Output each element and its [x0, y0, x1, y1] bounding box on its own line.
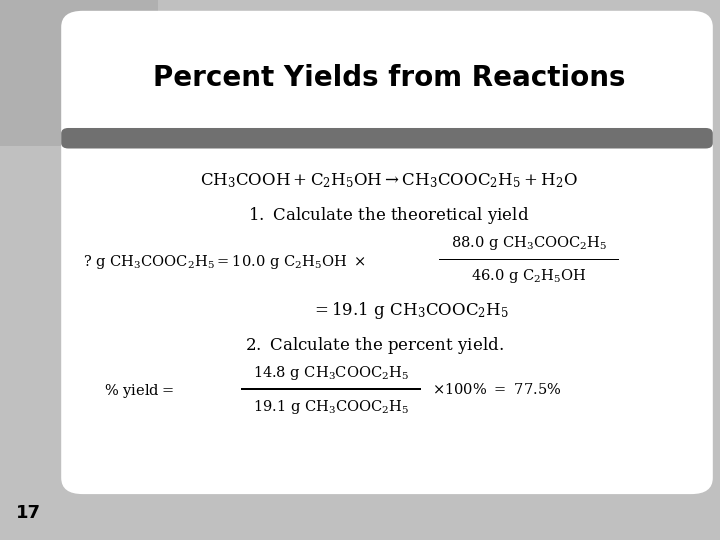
Text: $\mathregular{88.0\ g\ CH_3COOC_2H_5}$: $\mathregular{88.0\ g\ CH_3COOC_2H_5}$: [451, 234, 608, 252]
Bar: [0, 0, 158, 146]
Text: 17: 17: [17, 504, 41, 522]
Text: $\mathregular{2.\ Calculate\ the\ percent\ yield.}$: $\mathregular{2.\ Calculate\ the\ percen…: [245, 335, 504, 356]
Bar: [439, 259, 619, 260]
Text: $\mathregular{\%\ yield =}$: $\mathregular{\%\ yield =}$: [104, 382, 174, 401]
Text: $\mathregular{19.1\ g\ CH_3COOC_2H_5}$: $\mathregular{19.1\ g\ CH_3COOC_2H_5}$: [253, 397, 410, 416]
Text: Percent Yields from Reactions: Percent Yields from Reactions: [153, 64, 625, 92]
Text: $\mathregular{?\ g\ CH_3COOC_2H_5 = 10.0\ g\ C_2H_5OH\ \times}$: $\mathregular{?\ g\ CH_3COOC_2H_5 = 10.0…: [83, 253, 366, 271]
Text: $\mathregular{= 19.1\ g\ CH_3COOC_2H_5}$: $\mathregular{= 19.1\ g\ CH_3COOC_2H_5}$: [312, 300, 509, 321]
Text: $\mathregular{46.0\ g\ C_2H_5OH}$: $\mathregular{46.0\ g\ C_2H_5OH}$: [472, 267, 587, 286]
Text: $\mathregular{1.\ Calculate\ the\ theoretical\ yield}$: $\mathregular{1.\ Calculate\ the\ theore…: [248, 206, 529, 226]
Text: $\mathregular{14.8\ g\ CH_3COOC_2H_5}$: $\mathregular{14.8\ g\ CH_3COOC_2H_5}$: [253, 363, 409, 382]
Bar: [241, 388, 421, 390]
FancyBboxPatch shape: [61, 128, 713, 148]
FancyBboxPatch shape: [61, 11, 713, 494]
Text: $\mathregular{\times 100\%\ =\ 77.5\%}$: $\mathregular{\times 100\%\ =\ 77.5\%}$: [432, 382, 562, 397]
Text: $\mathregular{CH_3COOH + C_2H_5OH \rightarrow CH_3COOC_2H_5 + H_2O}$: $\mathregular{CH_3COOH + C_2H_5OH \right…: [200, 172, 577, 190]
